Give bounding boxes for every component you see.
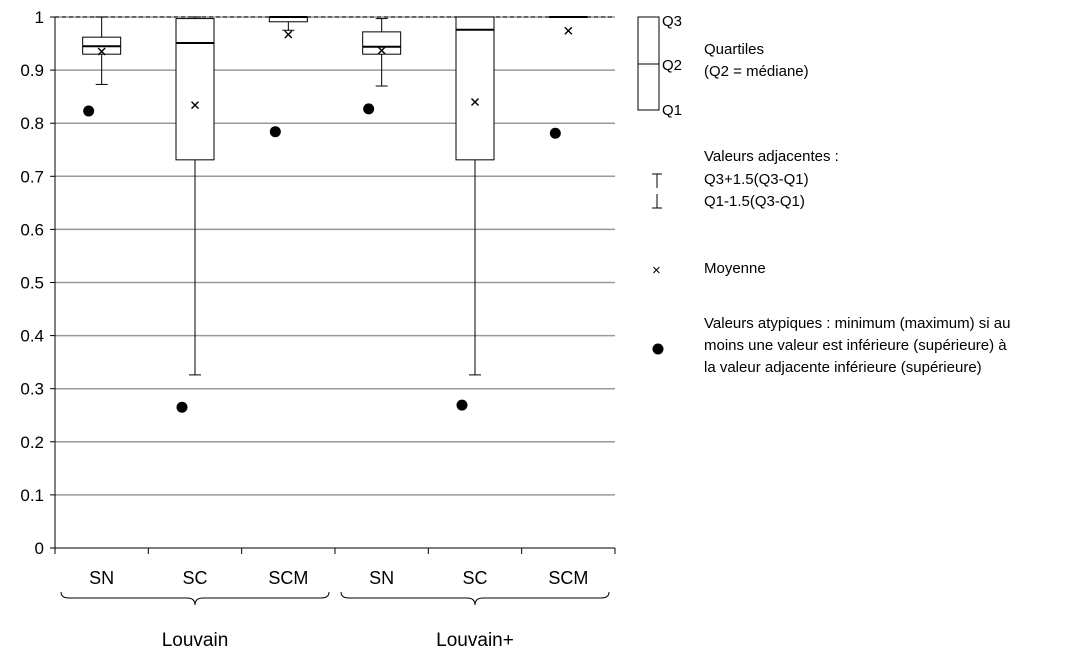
box-layer	[82, 16, 588, 413]
legend-mean-icon: ×	[652, 262, 661, 279]
axis-layer	[50, 16, 616, 606]
group-brace	[60, 591, 330, 606]
y-tick-label: 0.1	[20, 486, 44, 505]
box-series	[82, 16, 122, 117]
y-tick-label: 0.9	[20, 61, 44, 80]
legend-mean-label: Moyenne	[704, 260, 766, 277]
box-series	[175, 16, 215, 413]
legend-outlier-line1: Valeurs atypiques : minimum (maximum) si…	[704, 315, 1010, 332]
box-series	[455, 16, 495, 411]
legend-outlier-line2: moins une valeur est inférieure (supérie…	[704, 337, 1007, 354]
legend-adjacent-title: Valeurs adjacentes :	[704, 148, 839, 165]
legend-adjacent-upper: Q3+1.5(Q3-Q1)	[704, 171, 809, 188]
outlier-point	[269, 126, 281, 138]
mean-marker	[284, 30, 293, 39]
legend-q1-label: Q1	[662, 102, 682, 119]
grid-layer	[55, 16, 615, 496]
outlier-point	[363, 103, 375, 115]
y-tick-label: 0.7	[20, 167, 44, 186]
legend-upper-whisker-icon	[652, 173, 662, 188]
y-tick-label: 0.6	[20, 220, 44, 239]
mean-marker	[191, 101, 199, 110]
mean-marker	[97, 47, 106, 56]
category-label: SN	[89, 568, 114, 588]
quartile-box	[455, 16, 495, 161]
legend-q2-label: Q2	[662, 57, 682, 74]
group-label: Louvain	[162, 630, 229, 651]
group-brace	[340, 591, 610, 606]
y-tick-label: 1	[35, 8, 44, 27]
category-label: SC	[182, 568, 207, 588]
box-series	[362, 18, 402, 115]
legend-quartiles-swatch	[637, 16, 660, 111]
category-label: SCM	[548, 568, 588, 588]
legend: Q3 Q2 Q1 Quartiles (Q2 = médiane) Valeur…	[637, 13, 1010, 376]
category-label: SC	[462, 568, 487, 588]
quartile-box	[175, 18, 215, 161]
y-tick-label: 0.8	[20, 114, 44, 133]
outlier-point	[549, 127, 561, 139]
outlier-point	[176, 401, 188, 413]
y-tick-label: 0	[35, 539, 44, 558]
y-tick-label: 0.4	[20, 327, 44, 346]
box-series	[268, 16, 308, 138]
legend-outlier-line3: la valeur adjacente inférieure (supérieu…	[704, 359, 982, 376]
box-series	[548, 16, 588, 139]
outlier-point	[456, 399, 468, 411]
category-label: SN	[369, 568, 394, 588]
legend-quartiles-subtitle: (Q2 = médiane)	[704, 63, 809, 80]
y-tick-label: 0.2	[20, 433, 44, 452]
legend-outlier-icon	[652, 343, 664, 355]
label-layer: 0 0.1 0.2 0.3 0.4 0.5 0.6 0.7 0.8 0.9 1 SN SC SCM SN SC…	[20, 8, 588, 651]
legend-q3-label: Q3	[662, 13, 682, 30]
category-label: SCM	[268, 568, 308, 588]
group-label: Louvain+	[436, 630, 514, 651]
mean-marker	[471, 97, 479, 106]
outlier-point	[83, 105, 95, 117]
legend-adjacent-lower: Q1-1.5(Q3-Q1)	[704, 193, 805, 210]
y-tick-label: 0.3	[20, 380, 44, 399]
quartile-box	[362, 31, 402, 55]
mean-marker	[377, 46, 386, 55]
legend-lower-whisker-icon	[652, 194, 662, 209]
y-tick-label: 0.5	[20, 274, 44, 293]
legend-quartiles-title: Quartiles	[704, 41, 764, 58]
mean-marker	[564, 26, 573, 35]
